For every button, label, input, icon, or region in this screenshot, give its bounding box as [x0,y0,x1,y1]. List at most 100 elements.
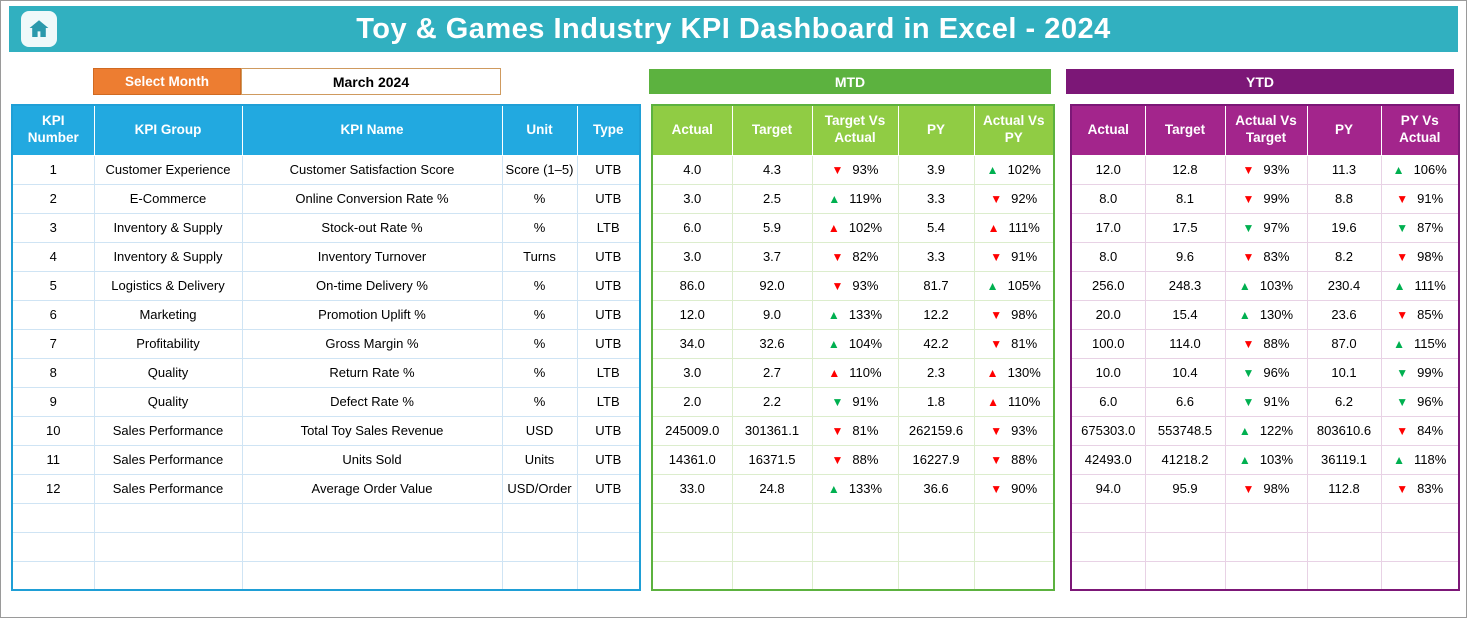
down-arrow-icon: ▼ [1396,365,1409,380]
indicator-wrap: ▼ 93% [1229,162,1304,177]
ytd-py-vs-actual-cell: ▼ 99% [1380,357,1460,388]
indicator-wrap: ▲ 111% [978,220,1051,235]
kpi-number-cell: 5 [11,270,95,301]
blank-cell [897,531,975,562]
unit-cell: Units [501,444,578,475]
kpi-info-row: 10 Sales Performance Total Toy Sales Reven… [11,415,641,446]
ytd-actual-vs-target-cell: ▲ 103% [1224,444,1308,475]
ytd-data-row: 17.0 17.5 ▼ 97% 19.6 ▼ 87% [1070,212,1460,243]
blank-cell [811,560,899,591]
ratio-value: 111% [1414,278,1446,293]
mtd-target-vs-actual-cell: ▼ 91% [811,386,899,417]
ratio-value: 99% [1263,191,1290,206]
ytd-target-cell: 17.5 [1144,212,1226,243]
ytd-py-vs-actual-cell: ▼ 85% [1380,299,1460,330]
home-icon[interactable] [21,11,57,47]
down-arrow-icon: ▼ [1396,481,1409,496]
down-arrow-icon: ▼ [1242,191,1255,206]
blank-row [1070,502,1460,533]
ratio-value: 102% [848,220,883,235]
kpi-info-row: 7 Profitability Gross Margin %% UTB [11,328,641,359]
down-arrow-icon: ▼ [831,452,844,467]
ratio-value: 91% [1263,394,1290,409]
ratio-value: 106% [1413,162,1447,177]
ratio-value: 133% [848,481,883,496]
down-arrow-icon: ▼ [1242,162,1255,177]
blank-cell [1224,531,1308,562]
down-arrow-icon: ▼ [990,452,1003,467]
ratio-value: 103% [1259,278,1294,293]
ytd-target-cell: 12.8 [1144,154,1226,185]
ytd-data-row: 10.0 10.4 ▼ 96% 10.1 ▼ 99% [1070,357,1460,388]
indicator-wrap: ▼ 92% [978,191,1051,206]
kpi-number-cell: 6 [11,299,95,330]
kpi-group-cell: Inventory & Supply [93,212,243,243]
mtd-data-row: 34.0 32.6 ▲ 104% 42.2 ▼ 81% [651,328,1055,359]
ratio-value: 91% [852,394,879,409]
kpi-group-cell: Sales Performance [93,415,243,446]
kpi-info-row: 8 Quality Return Rate %% LTB [11,357,641,388]
blank-cell [651,502,733,533]
indicator-wrap: ▲ 103% [1229,278,1304,293]
down-arrow-icon: ▼ [990,191,1003,206]
down-arrow-icon: ▼ [990,249,1003,264]
month-selector: Select Month March 2024 [11,68,639,95]
blank-cell [11,502,95,533]
ytd-actual-cell: 17.0 [1070,212,1146,243]
mtd-py-cell: 12.2 [897,299,975,330]
kpi-group-cell: Inventory & Supply [93,241,243,272]
ratio-value: 93% [1263,162,1290,177]
mtd-py-cell: 16227.9 [897,444,975,475]
kpi-name-cell: Inventory Turnover [241,241,503,272]
blank-cell [973,502,1055,533]
selected-month-value[interactable]: March 2024 [241,68,501,95]
kpi-name-cell: Return Rate % [241,357,503,388]
mtd-py-cell: 3.3 [897,183,975,214]
ytd-actual-vs-target-cell: ▲ 103% [1224,270,1308,301]
mtd-actual-vs-py-cell: ▼ 88% [973,444,1055,475]
ratio-value: 93% [852,278,879,293]
indicator-wrap: ▲ 110% [816,365,895,380]
indicator-wrap: ▼ 98% [1229,481,1304,496]
spacer [11,68,93,95]
blank-cell [501,560,578,591]
controls-row: Select Month March 2024 MTD YTD [11,68,1456,95]
ytd-py-vs-actual-cell: ▼ 83% [1380,473,1460,504]
ytd-actual-vs-target-cell: ▲ 122% [1224,415,1308,446]
indicator-wrap: ▲ 111% [1385,278,1456,293]
ytd-py-cell: 36119.1 [1306,444,1382,475]
mtd-target-vs-actual-cell: ▼ 93% [811,154,899,185]
ratio-value: 110% [849,365,882,380]
ytd-section-header: YTD [1066,69,1454,94]
indicator-wrap: ▲ 102% [978,162,1051,177]
ytd-actual-vs-target-cell: ▼ 96% [1224,357,1308,388]
blank-cell [93,560,243,591]
down-arrow-icon: ▼ [831,423,844,438]
ratio-value: 81% [852,423,879,438]
ytd-py-vs-actual-cell: ▼ 96% [1380,386,1460,417]
kpi-number-cell: 7 [11,328,95,359]
col-header-mtd-target-vs-actual: Target Vs Actual [811,104,899,156]
mtd-target-cell: 2.7 [731,357,813,388]
col-header-ytd-actual: Actual [1070,104,1146,156]
indicator-wrap: ▼ 93% [816,278,895,293]
ratio-value: 118% [1414,452,1447,467]
ytd-py-cell: 8.2 [1306,241,1382,272]
blank-cell [651,531,733,562]
unit-cell: % [501,328,578,359]
ratio-value: 122% [1259,423,1294,438]
ytd-target-cell: 8.1 [1144,183,1226,214]
ytd-data-row: 8.0 9.6 ▼ 83% 8.2 ▼ 98% [1070,241,1460,272]
ytd-py-cell: 112.8 [1306,473,1382,504]
ratio-value: 82% [852,249,879,264]
mtd-py-cell: 36.6 [897,473,975,504]
kpi-name-cell: Defect Rate % [241,386,503,417]
blank-cell [576,560,641,591]
info-header-row: KPI Number KPI Group KPI Name Unit Type [11,104,641,156]
select-month-button[interactable]: Select Month [93,68,241,95]
blank-cell [576,531,641,562]
blank-cell [93,502,243,533]
mtd-actual-cell: 33.0 [651,473,733,504]
kpi-group-cell: Quality [93,386,243,417]
ytd-py-cell: 23.6 [1306,299,1382,330]
